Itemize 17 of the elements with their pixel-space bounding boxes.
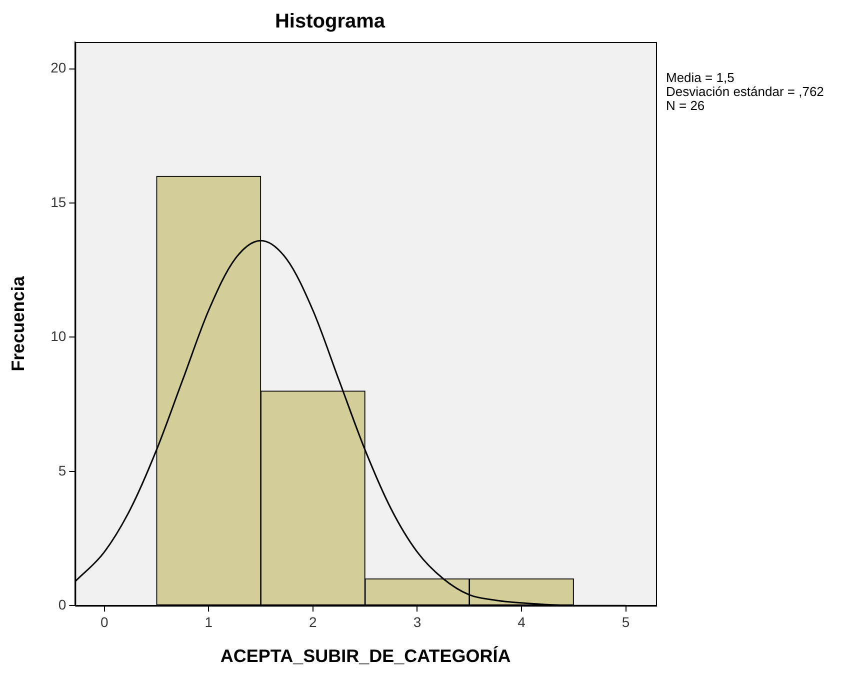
- text: Desviación estándar = ,762: [666, 84, 824, 100]
- x-axis-title: ACEPTA_SUBIR_DE_CATEGORÍA: [220, 646, 511, 666]
- x-tick-label: 0: [100, 614, 108, 630]
- chart-title: Histograma: [274, 10, 386, 33]
- y-tick-label: 5: [58, 462, 66, 478]
- y-tick-label: 0: [58, 596, 66, 612]
- text: N = 26: [666, 98, 705, 114]
- text: Media = 1,5: [666, 70, 734, 86]
- y-axis-title: Frecuencia: [8, 275, 28, 372]
- x-tick-label: 1: [204, 614, 213, 630]
- y-tick-label: 20: [50, 60, 66, 76]
- y-tick-label: 10: [50, 328, 66, 344]
- x-tick-label: 5: [622, 614, 630, 630]
- x-tick-label: 2: [309, 614, 318, 630]
- y-tick-label: 15: [50, 194, 66, 210]
- x-tick-label: 4: [518, 614, 526, 630]
- x-tick-label: 3: [413, 614, 422, 630]
